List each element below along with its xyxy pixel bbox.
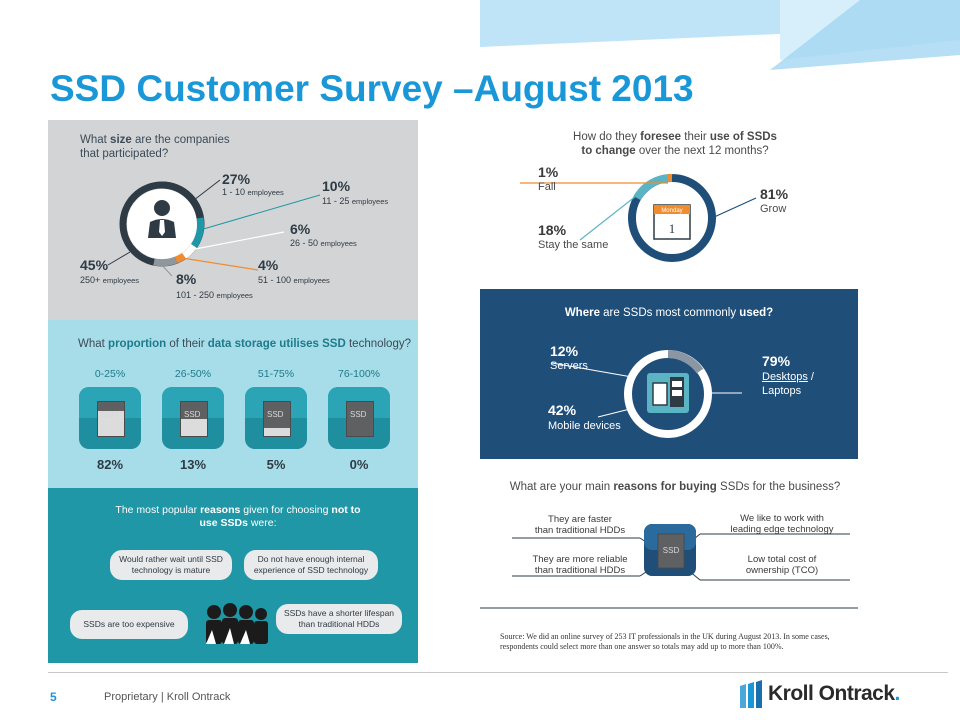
proportion-pct-51-75: 5% bbox=[266, 457, 286, 472]
fill-level bbox=[264, 427, 290, 436]
proportion-question: What proportion of their data storage ut… bbox=[78, 338, 411, 350]
source-note: Source: We did an online survey of 253 I… bbox=[500, 632, 830, 651]
where-label-servers: Servers bbox=[550, 360, 588, 372]
where-donut bbox=[551, 350, 742, 438]
where-used-section: Where are SSDs most commonly used? 12% S… bbox=[480, 289, 858, 459]
size-pct-51-100: 4% bbox=[258, 257, 279, 273]
foresee-pct-grow: 81% bbox=[760, 186, 789, 202]
fill-level bbox=[98, 410, 124, 436]
proportion-tile-0-25: SSD bbox=[79, 387, 141, 449]
logo-text: Kroll Ontrack. bbox=[768, 682, 900, 705]
where-label-desktops: Desktops / bbox=[762, 371, 814, 383]
company-size-donut bbox=[107, 179, 321, 277]
slide-title: SSD Customer Survey –August 2013 bbox=[50, 68, 694, 109]
company-size-question: What size are the companies that partici… bbox=[80, 134, 230, 160]
proportion-tile-76-100: SSD bbox=[328, 387, 390, 449]
person-icon bbox=[148, 200, 176, 238]
proportion-tile-26-50: SSD bbox=[162, 387, 224, 449]
foresee-question: How do they foresee their use of SSDs to … bbox=[573, 131, 777, 157]
calendar-icon: Monday 1 bbox=[653, 204, 691, 240]
footer-proprietary: Proprietary | Kroll Ontrack bbox=[104, 691, 231, 703]
size-pct-101-250: 8% bbox=[176, 271, 197, 287]
segment-26-50 bbox=[181, 243, 197, 259]
segment-101-250 bbox=[153, 256, 178, 267]
proportion-range-76-100: 76-100% bbox=[337, 368, 381, 380]
left-infographic: What size are the companies that partici… bbox=[48, 120, 418, 663]
size-label-11-25: 11 - 25 employees bbox=[322, 196, 389, 206]
ssd-center-icon: SSD bbox=[644, 524, 696, 576]
reasons-not-section: The most popular reasons given for choos… bbox=[48, 488, 418, 663]
proportion-range-26-50: 26-50% bbox=[174, 368, 212, 380]
bubble-no-experience: Do not have enough internal experience o… bbox=[244, 550, 378, 580]
where-pct-mobile: 42% bbox=[548, 402, 577, 418]
ssd-drive-icon: SSD bbox=[97, 401, 125, 437]
reasons-buy-diagram: SSD bbox=[480, 524, 858, 609]
size-label-1-10: 1 - 10 employees bbox=[222, 187, 284, 197]
header-decoration bbox=[480, 0, 960, 70]
where-pct-servers: 12% bbox=[550, 343, 579, 359]
proportion-range-0-25: 0-25% bbox=[94, 368, 126, 380]
ssd-drive-icon: SSD bbox=[263, 401, 291, 437]
calendar-month: Monday bbox=[661, 208, 682, 214]
company-size-section: What size are the companies that partici… bbox=[48, 120, 418, 320]
foresee-donut: Monday 1 bbox=[520, 173, 757, 262]
bubble-wait-mature: Would rather wait until SSD technology i… bbox=[110, 550, 232, 580]
calendar-day: 1 bbox=[669, 221, 676, 236]
reasons-not-heading: The most popular reasons given for choos… bbox=[115, 504, 361, 529]
reason-reliable: They are more reliable than traditional H… bbox=[532, 554, 628, 576]
foresee-label-fall: Fall bbox=[538, 181, 556, 193]
proportion-pct-76-100: 0% bbox=[349, 457, 369, 472]
size-label-250-plus: 250+ employees bbox=[80, 275, 140, 285]
fill-level bbox=[181, 419, 207, 436]
proportion-range-51-75: 51-75% bbox=[257, 368, 295, 380]
reason-leading-edge: We like to work with leading edge technol… bbox=[730, 513, 834, 535]
foresee-label-grow: Grow bbox=[760, 203, 787, 215]
ssd-center-label: SSD bbox=[663, 546, 680, 555]
reasons-buy-question: What are your main reasons for buying SS… bbox=[509, 481, 841, 493]
devices-icon bbox=[647, 373, 689, 413]
foresee-label-stay: Stay the same bbox=[538, 239, 609, 251]
footer-divider bbox=[48, 672, 948, 673]
proportion-tile-51-75: SSD bbox=[245, 387, 307, 449]
size-pct-11-25: 10% bbox=[322, 178, 351, 194]
foresee-pct-stay: 18% bbox=[538, 222, 567, 238]
proportion-pct-0-25: 82% bbox=[96, 457, 124, 472]
size-label-26-50: 26 - 50 employees bbox=[290, 238, 357, 248]
segment-51-100 bbox=[174, 253, 186, 264]
size-pct-1-10: 27% bbox=[222, 171, 251, 187]
where-pct-desktops: 79% bbox=[762, 353, 791, 369]
size-pct-26-50: 6% bbox=[290, 221, 311, 237]
people-group-icon bbox=[206, 603, 268, 644]
kroll-ontrack-logo: Kroll Ontrack. bbox=[738, 680, 918, 710]
segment-1-10 bbox=[161, 181, 204, 219]
where-label-mobile: Mobile devices bbox=[548, 420, 621, 432]
where-label-laptops: Laptops bbox=[762, 385, 802, 397]
reason-faster: They are faster than traditional HDDs bbox=[534, 514, 626, 536]
size-label-101-250: 101 - 250 employees bbox=[176, 290, 253, 300]
bubble-shorter-lifespan: SSDs have a shorter lifespan than tradit… bbox=[276, 604, 402, 634]
proportion-pct-26-50: 13% bbox=[179, 457, 207, 472]
where-question: Where are SSDs most commonly used? bbox=[564, 307, 774, 319]
reason-tco: Low total cost of ownership (TCO) bbox=[745, 554, 819, 576]
ssd-drive-icon: SSD bbox=[180, 401, 208, 437]
logo-mark-icon bbox=[740, 680, 762, 708]
foresee-pct-fall: 1% bbox=[538, 164, 559, 180]
segment-11-25 bbox=[190, 217, 204, 248]
proportion-section: What proportion of their data storage ut… bbox=[48, 320, 418, 488]
size-label-51-100: 51 - 100 employees bbox=[258, 275, 330, 285]
size-pct-250-plus: 45% bbox=[80, 257, 109, 273]
ssd-drive-icon: SSD bbox=[346, 401, 374, 437]
bubble-too-expensive: SSDs are too expensive bbox=[70, 610, 188, 639]
page-number: 5 bbox=[50, 690, 57, 704]
